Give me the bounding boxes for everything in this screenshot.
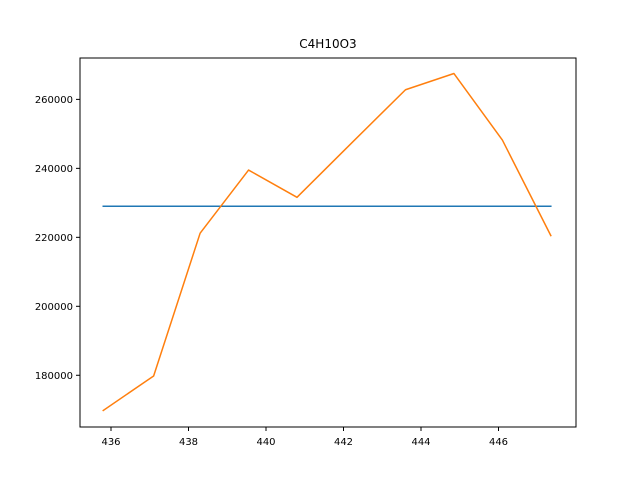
- y-tick-label: 240000: [35, 164, 73, 175]
- x-tick-label: 444: [411, 437, 430, 448]
- x-tick-label: 442: [334, 437, 353, 448]
- series-layer: [102, 72, 552, 412]
- plot-frame: [79, 57, 577, 428]
- axes-layer: 436 438 440 442 444 446 180000 200000 220000 2400…: [35, 57, 577, 448]
- y-tick-label: 180000: [35, 371, 73, 382]
- series-line-2: [102, 72, 552, 412]
- y-tick-label: 220000: [35, 233, 73, 244]
- y-tick-label: 200000: [35, 302, 73, 313]
- y-tick-label: 260000: [35, 95, 73, 106]
- chart-title: C4H10O3: [299, 37, 356, 51]
- x-tick-label: 436: [101, 437, 120, 448]
- x-tick-label: 440: [256, 437, 275, 448]
- x-tick-label: 438: [179, 437, 198, 448]
- x-tick-label: 446: [489, 437, 508, 448]
